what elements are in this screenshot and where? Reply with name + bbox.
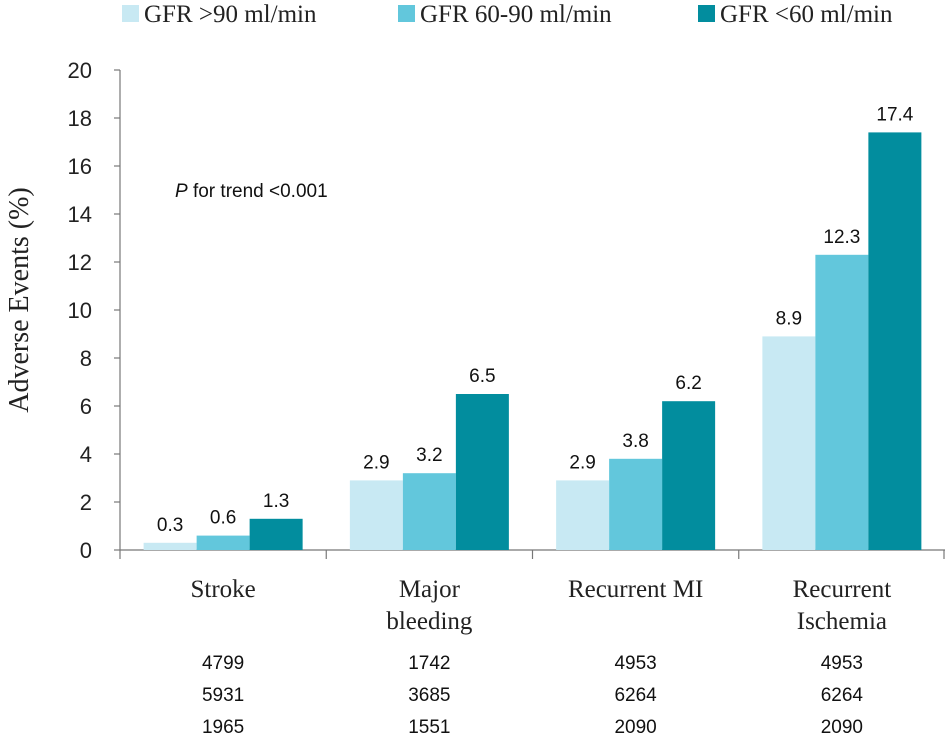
count-2-3: 2090 (821, 717, 863, 738)
value-label-2-1: 3.8 (622, 431, 648, 452)
bar-1-2 (455, 394, 509, 550)
legend-label-1: GFR 60-90 ml/min (420, 1, 612, 28)
value-label-0-2: 1.3 (263, 491, 289, 512)
count-0-3: 4953 (821, 653, 863, 674)
value-label-1-1: 3.2 (416, 445, 442, 466)
legend-swatch-2 (698, 5, 715, 22)
category-label-2: Recurrent MI (568, 576, 703, 603)
count-2-0: 1965 (202, 717, 244, 738)
y-tick-label: 8 (80, 346, 92, 371)
value-label-1-0: 2.9 (363, 452, 389, 473)
x-axis (119, 549, 945, 559)
bar-2-1 (609, 458, 663, 550)
count-1-1: 3685 (408, 685, 450, 706)
value-labels: 0.3 0.6 1.3 2.9 3.2 6.5 2.9 3.8 6.2 8.9 12.3 17.4 (157, 104, 914, 535)
legend-label-0: GFR >90 ml/min (144, 1, 317, 28)
count-1-3: 6264 (821, 685, 864, 706)
bar-0-0 (143, 542, 197, 550)
count-0-1: 1742 (408, 653, 450, 674)
y-tick-label: 10 (68, 298, 92, 323)
count-2-1: 1551 (408, 717, 450, 738)
category-labels: Stroke Major bleeding Recurrent MI Recurrent… (190, 576, 891, 635)
legend-swatch-1 (398, 5, 415, 22)
y-tick-label: 18 (68, 106, 92, 131)
value-label-0-1: 0.6 (210, 508, 236, 529)
bar-0-2 (249, 518, 303, 550)
bar-3-2 (868, 132, 922, 550)
y-tick-label: 2 (80, 490, 92, 515)
bar-3-0 (762, 336, 816, 550)
y-tick-label: 20 (68, 58, 92, 83)
count-1-0: 5931 (202, 685, 244, 706)
bar-1-1 (402, 473, 456, 550)
value-label-1-2: 6.5 (469, 366, 495, 387)
legend-swatch-0 (122, 5, 139, 22)
count-2-2: 2090 (614, 717, 656, 738)
y-tick-label: 0 (80, 538, 92, 563)
category-label-3: Recurrent Ischemia (793, 576, 892, 635)
bar-3-1 (815, 254, 869, 551)
value-label-2-0: 2.9 (569, 452, 595, 473)
trend-annotation: P for trend <0.001 (175, 181, 328, 202)
y-tick-label: 6 (80, 394, 92, 419)
annotation-rest: for trend <0.001 (188, 181, 328, 202)
y-tick-label: 4 (80, 442, 92, 467)
y-tick-label: 14 (68, 202, 92, 227)
bar-0-1 (196, 535, 250, 550)
value-label-3-0: 8.9 (776, 308, 802, 329)
category-label-1: Major bleeding (386, 576, 473, 635)
value-label-3-2: 17.4 (876, 104, 913, 125)
legend-label-2: GFR <60 ml/min (720, 1, 893, 28)
annotation-italic: P (175, 181, 188, 202)
bar-2-0 (556, 480, 610, 550)
bars (143, 132, 922, 551)
y-axis: 0 2 4 6 8 10 12 14 16 18 20 (68, 58, 121, 563)
count-1-2: 6264 (614, 685, 657, 706)
legend: GFR >90 ml/min GFR 60-90 ml/min GFR <60 ml… (122, 1, 893, 28)
bar-2-2 (662, 401, 716, 550)
value-label-3-1: 12.3 (823, 227, 860, 248)
sample-counts: 4799 1742 4953 4953 5931 3685 6264 6264 1965 1551… (202, 653, 863, 738)
value-label-0-0: 0.3 (157, 515, 183, 536)
y-axis-label: Adverse Events (%) (4, 187, 35, 412)
count-0-0: 4799 (202, 653, 244, 674)
bar-1-0 (349, 480, 403, 550)
value-label-2-2: 6.2 (675, 373, 701, 394)
category-label-0: Stroke (190, 576, 255, 603)
y-tick-label: 12 (68, 250, 92, 275)
count-0-2: 4953 (614, 653, 656, 674)
y-tick-label: 16 (68, 154, 92, 179)
